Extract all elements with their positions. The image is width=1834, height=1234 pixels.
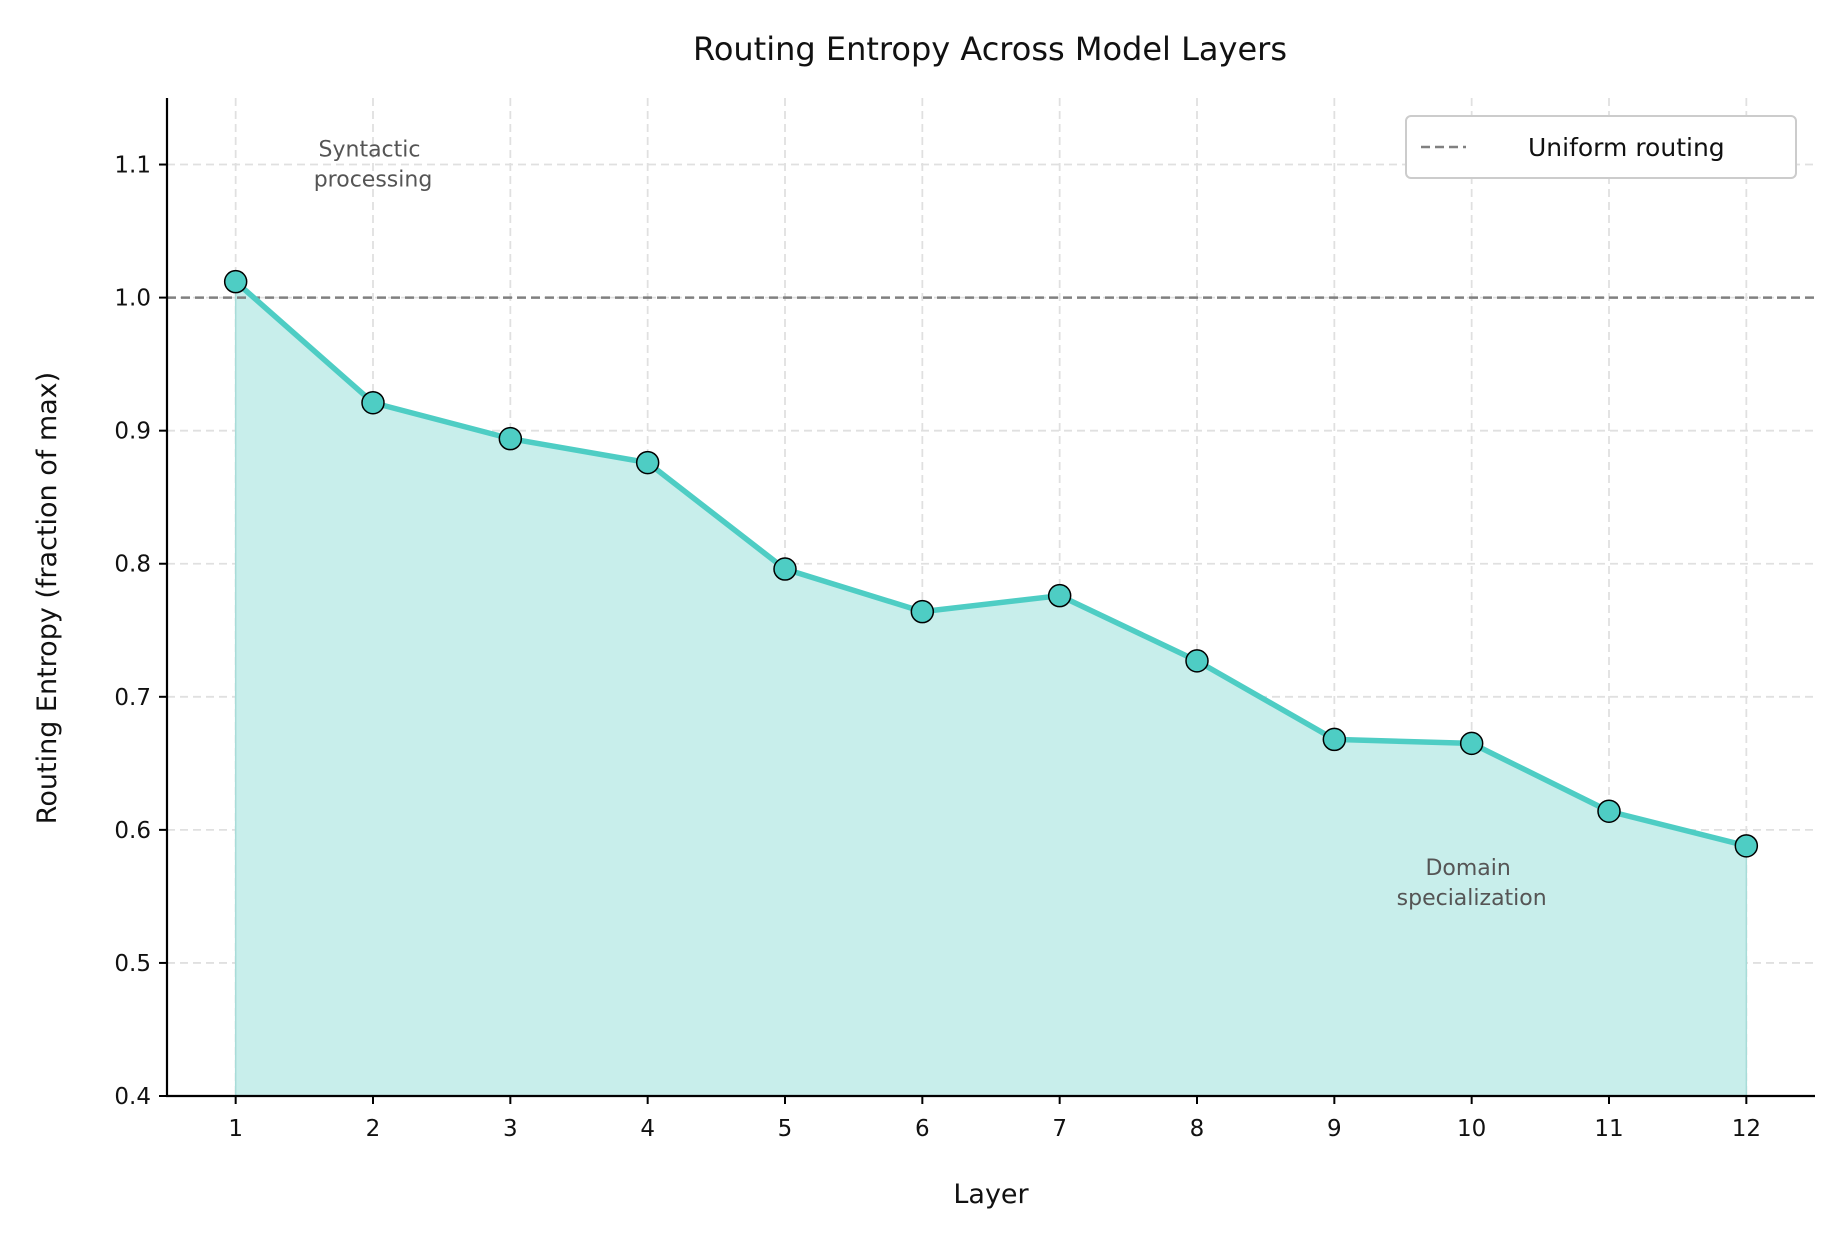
annotation-line: Domain [1425, 856, 1510, 881]
annotation-line: processing [314, 168, 433, 193]
legend: Uniform routing [1405, 115, 1797, 179]
chart-title: Routing Entropy Across Model Layers [693, 30, 1287, 68]
axes [165, 98, 1815, 1098]
y-tick-label: 0.5 [114, 951, 151, 977]
data-point [1322, 727, 1347, 752]
y-tick-label: 0.8 [114, 552, 151, 578]
series-line [233, 279, 1748, 849]
x-tick-label: 11 [1594, 1116, 1623, 1142]
y-tick-label: 0.4 [114, 1084, 151, 1110]
x-tick-label: 2 [366, 1116, 381, 1142]
x-tick-label: 1 [228, 1116, 243, 1142]
y-axis-label: Routing Entropy (fraction of max) [32, 372, 63, 824]
data-point [223, 269, 248, 294]
annotation-line: Syntactic [319, 138, 421, 163]
legend-label: Uniform routing [1528, 133, 1725, 162]
data-point [910, 599, 935, 624]
x-tick-label: 9 [1327, 1116, 1342, 1142]
y-tick-label: 0.7 [114, 685, 151, 711]
data-point [773, 557, 797, 581]
x-axis-label: Layer [953, 1179, 1029, 1210]
area-under-curve [234, 279, 1748, 1097]
area-fill [234, 279, 1748, 1097]
annotation-line: specialization [1397, 886, 1547, 911]
data-point [1734, 834, 1759, 858]
x-tick-label: 7 [1052, 1116, 1067, 1142]
annotation-domain: Domain specialization [1397, 856, 1547, 911]
y-tick-label: 0.9 [114, 419, 151, 445]
x-tick-label: 12 [1732, 1116, 1761, 1142]
x-tick-label: 3 [503, 1116, 518, 1142]
data-point [635, 450, 660, 475]
data-point [1597, 799, 1621, 823]
y-tick-label: 0.6 [114, 818, 151, 844]
data-point [1185, 649, 1209, 673]
annotation-syntactic: Syntactic processing [314, 138, 433, 193]
legend-box [1405, 115, 1797, 179]
ticks: 0.40.50.60.70.80.91.01.11 2 3 4 5 6 7 8 9 10 11 12 [114, 153, 1761, 1142]
x-tick-label: 4 [640, 1116, 655, 1142]
x-tick-label: 10 [1457, 1116, 1486, 1142]
x-tick-label: 6 [915, 1116, 930, 1142]
markers [223, 269, 1759, 858]
data-point [498, 426, 523, 451]
y-tick-label: 1.1 [114, 153, 151, 179]
x-tick-label: 8 [1190, 1116, 1205, 1142]
data-point [1459, 731, 1484, 756]
x-tick-label: 5 [778, 1116, 793, 1142]
y-tick-label: 1.0 [114, 286, 151, 312]
data-point [361, 390, 385, 415]
entropy-line [233, 279, 1748, 849]
data-point [1047, 583, 1072, 608]
